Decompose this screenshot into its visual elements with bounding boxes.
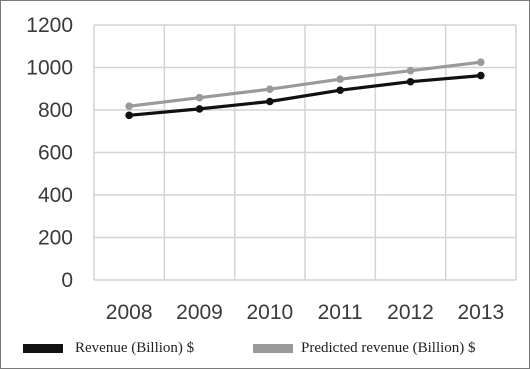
legend-swatch: [23, 344, 63, 353]
y-tick-label: 800: [38, 99, 73, 122]
x-tick-label: 2011: [318, 301, 363, 324]
gridlines: [93, 24, 517, 281]
data-point: [406, 66, 415, 75]
data-point: [195, 105, 204, 113]
legend-label: Predicted revenue (Billion) $: [301, 340, 476, 356]
series-line: [129, 60, 481, 108]
y-axis-ticks: 0 200 400 600 800 1000 1200: [26, 14, 73, 292]
legend-label: Revenue (Billion) $: [75, 340, 195, 356]
x-tick-label: 2008: [106, 301, 153, 324]
y-tick-label: 400: [38, 184, 73, 207]
legend: Revenue (Billion) $ Predicted revenue (Bi…: [23, 340, 476, 356]
data-point: [477, 71, 485, 80]
x-tick-label: 2010: [246, 301, 293, 324]
data-point: [125, 102, 133, 110]
x-tick-label: 2012: [387, 301, 434, 324]
x-tick-label: 2013: [457, 301, 504, 324]
legend-swatch: [253, 344, 293, 353]
y-tick-label: 600: [38, 142, 73, 165]
y-tick-label: 200: [38, 227, 73, 250]
data-point: [266, 97, 274, 106]
x-tick-label: 2009: [176, 301, 223, 324]
data-point: [477, 58, 485, 66]
data-point: [195, 93, 204, 102]
data-point: [406, 77, 415, 86]
x-axis-ticks: 2008 2009 2010 2011 2012 2013: [106, 301, 504, 324]
data-point: [336, 86, 344, 95]
y-tick-label: 1200: [26, 14, 73, 37]
data-point: [125, 111, 133, 120]
data-point: [336, 75, 344, 83]
y-tick-label: 1000: [26, 57, 73, 80]
series-group: [125, 58, 485, 120]
y-tick-label: 0: [61, 269, 73, 292]
series-line: [129, 74, 481, 117]
data-point: [266, 85, 274, 93]
